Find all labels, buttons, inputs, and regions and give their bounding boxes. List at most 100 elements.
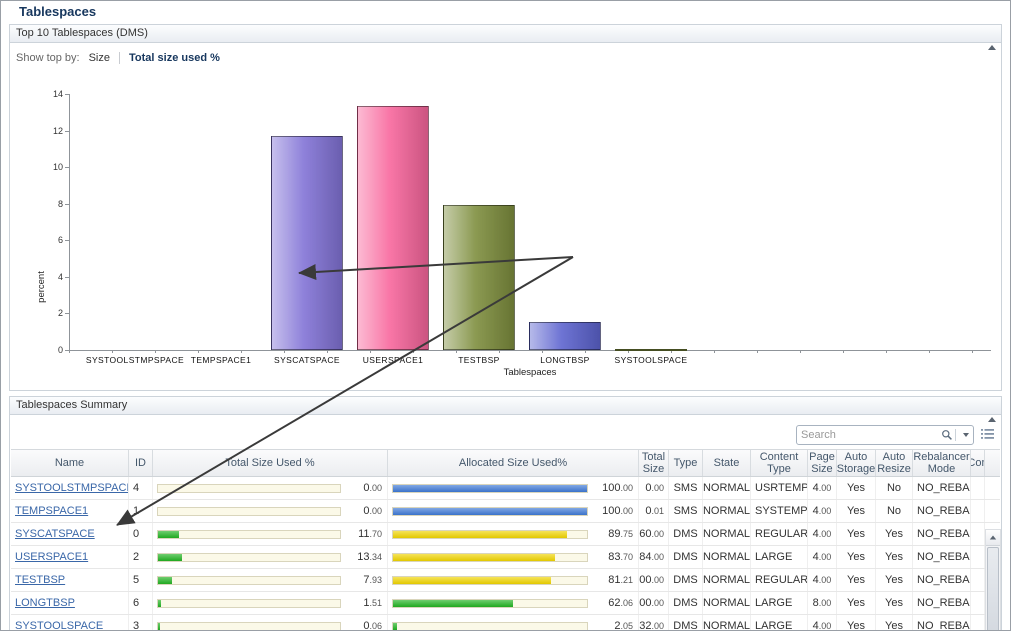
option-total-size-used-pct[interactable]: Total size used % [129, 52, 220, 64]
cell-total-size: 0.00 [639, 477, 669, 499]
chart-bar-systoolspace[interactable] [615, 348, 687, 351]
column-header-auto-resize[interactable]: Auto Resize [876, 450, 913, 476]
column-header-auto-storage[interactable]: Auto Storage [837, 450, 876, 476]
collapse-icon[interactable] [988, 403, 996, 422]
cell-auto-storage: Yes [837, 569, 876, 591]
tablespace-link[interactable]: SYSTOOLSTMPSPACE [15, 482, 129, 494]
cell-con [971, 592, 985, 614]
column-header-total-size[interactable]: Total Size [639, 450, 669, 476]
triangle-up-icon [989, 535, 997, 540]
cell-name: USERSPACE1 [11, 546, 129, 568]
show-top-by-label: Show top by: [16, 52, 80, 64]
cell-content-type: LARGE [751, 592, 808, 614]
usage-value: 100.00 [602, 505, 633, 517]
cell-rebalancer-mode: NO_REBAL [913, 615, 971, 630]
cell-auto-storage: Yes [837, 615, 876, 630]
cell-auto-storage: Yes [837, 500, 876, 522]
search-options-dropdown[interactable] [959, 433, 973, 437]
y-tick [65, 240, 69, 242]
cell-rebalancer-mode: NO_REBAL [913, 569, 971, 591]
y-tick-label: 6 [57, 235, 63, 246]
cell-auto-storage: Yes [837, 592, 876, 614]
usage-bar-track [157, 529, 341, 539]
y-tick-label: 2 [57, 308, 63, 319]
column-header-name[interactable]: Name [11, 450, 129, 476]
usage-bar-track [157, 598, 341, 608]
cell-name: TEMPSPACE1 [11, 500, 129, 522]
column-header-page-size[interactable]: Page Size [808, 450, 837, 476]
cell-rebalancer-mode: NO_REBAL [913, 500, 971, 522]
y-tick-label: 14 [52, 89, 63, 99]
search-input[interactable] [797, 429, 941, 441]
tablespace-link[interactable]: USERSPACE1 [15, 551, 89, 563]
cell-id: 1 [129, 500, 153, 522]
cell-allocated-size-used: 89.75 [388, 523, 639, 545]
usage-value: 0.00 [363, 482, 382, 494]
table-row-syscatspace: SYSCATSPACE 0 11.70 89.75 160.00DMSNORMALREG… [11, 523, 1000, 546]
table-row-longtbsp: LONGTBSP 6 1.51 62.06 100.00DMSNORMALLARGE8.… [11, 592, 1000, 615]
usage-bar-fill [158, 576, 173, 584]
column-header-con[interactable]: Con [971, 450, 985, 476]
y-tick-label: 8 [57, 198, 63, 209]
y-tick [65, 350, 69, 351]
search-icon[interactable] [941, 429, 953, 441]
chart-bar-longtbsp[interactable] [529, 322, 601, 350]
table-scrollbar[interactable] [985, 529, 1001, 630]
cell-auto-resize: Yes [876, 523, 913, 545]
y-tick [65, 203, 69, 205]
cell-allocated-size-used: 81.21 [388, 569, 639, 591]
chart-bar-userspace1[interactable] [357, 106, 429, 350]
cell-content-type: SYSTEMP [751, 500, 808, 522]
cell-state: NORMAL [703, 477, 751, 499]
x-minor-tick [284, 350, 285, 353]
cell-content-type: LARGE [751, 615, 808, 630]
chart-bar-testbsp[interactable] [443, 204, 515, 350]
collapse-icon[interactable] [988, 31, 996, 50]
scrollbar-thumb[interactable] [987, 547, 999, 630]
tablespaces-table: Name ID Total Size Used % Allocated Size Us… [11, 449, 1001, 631]
table-options-icon[interactable] [981, 428, 994, 440]
cell-page-size: 4.00 [808, 500, 837, 522]
usage-bar-track [392, 598, 588, 608]
column-header-rebalancer-mode[interactable]: Rebalancer Mode [913, 450, 971, 476]
cell-con [971, 615, 985, 630]
cell-name: TESTBSP [11, 569, 129, 591]
usage-value: 11.70 [358, 528, 382, 540]
column-header-type[interactable]: Type [669, 450, 703, 476]
cell-id: 0 [129, 523, 153, 545]
tablespace-link[interactable]: TESTBSP [15, 574, 66, 586]
usage-value: 89.75 [608, 528, 633, 540]
tablespace-link[interactable]: SYSCATSPACE [15, 528, 95, 540]
usage-bar-fill [158, 622, 160, 630]
tablespace-link[interactable]: LONGTBSP [15, 597, 75, 609]
tablespace-link[interactable]: SYSTOOLSPACE [15, 620, 104, 631]
column-header-total-size-used-[interactable]: Total Size Used % [153, 450, 388, 476]
usage-bar-track [157, 575, 341, 585]
usage-value: 0.06 [363, 620, 382, 631]
column-header-content-type[interactable]: Content Type [751, 450, 808, 476]
x-minor-tick [671, 350, 672, 353]
y-tick [65, 276, 69, 278]
cell-name: SYSCATSPACE [11, 523, 129, 545]
usage-value: 83.70 [608, 551, 633, 563]
column-header-id[interactable]: ID [129, 450, 153, 476]
x-minor-tick [843, 350, 844, 353]
x-minor-tick [800, 350, 801, 353]
chart-bar-syscatspace[interactable] [271, 136, 343, 350]
scrollbar-up-button[interactable] [986, 530, 1000, 546]
usage-value: 81.21 [608, 574, 633, 586]
cell-auto-resize: No [876, 500, 913, 522]
cell-name: LONGTBSP [11, 592, 129, 614]
search-box[interactable] [796, 425, 974, 445]
x-minor-tick [886, 350, 887, 353]
cell-allocated-size-used: 2.05 [388, 615, 639, 630]
option-size[interactable]: Size [88, 52, 110, 64]
tablespace-link[interactable]: TEMPSPACE1 [15, 505, 89, 517]
column-header-state[interactable]: State [703, 450, 751, 476]
usage-bar-track [157, 621, 341, 630]
column-header-allocated-size-used-[interactable]: Allocated Size Used% [388, 450, 639, 476]
cell-total-size-used: 13.34 [153, 546, 388, 568]
cell-state: NORMAL [703, 569, 751, 591]
x-minor-tick [929, 350, 930, 353]
